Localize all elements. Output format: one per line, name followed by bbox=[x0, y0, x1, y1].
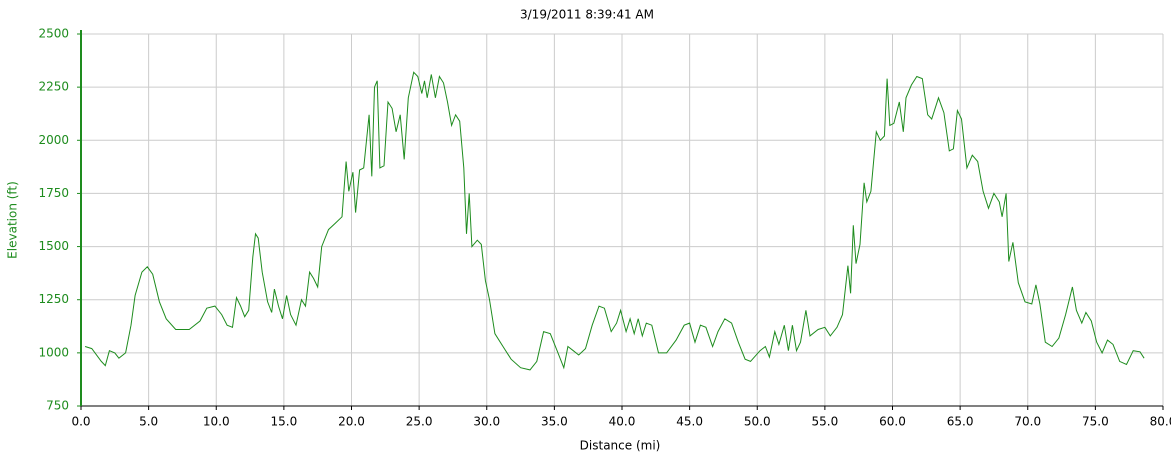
y-tick-label: 1750 bbox=[38, 186, 69, 200]
x-tick-label: 30.0 bbox=[473, 415, 500, 429]
y-axis-label: Elevation (ft) bbox=[6, 181, 20, 259]
x-tick-label: 5.0 bbox=[139, 415, 158, 429]
y-tick-label: 2250 bbox=[38, 80, 69, 94]
x-tick-label: 65.0 bbox=[947, 415, 974, 429]
x-tick-label: 80.0 bbox=[1150, 415, 1171, 429]
x-tick-label: 35.0 bbox=[541, 415, 568, 429]
x-tick-label: 20.0 bbox=[338, 415, 365, 429]
y-tick-label: 2000 bbox=[38, 133, 69, 147]
y-tick-label: 1500 bbox=[38, 239, 69, 253]
x-tick-label: 15.0 bbox=[271, 415, 298, 429]
x-tick-label: 50.0 bbox=[744, 415, 771, 429]
x-tick-label: 60.0 bbox=[879, 415, 906, 429]
x-tick-label: 75.0 bbox=[1082, 415, 1109, 429]
elevation-line bbox=[84, 71, 1145, 371]
x-axis-label: Distance (mi) bbox=[580, 439, 661, 453]
x-tick-label: 40.0 bbox=[609, 415, 636, 429]
y-tick-label: 2500 bbox=[38, 27, 69, 41]
x-tick-label: 45.0 bbox=[676, 415, 703, 429]
x-tick-label: 0.0 bbox=[71, 415, 90, 429]
x-tick-label: 55.0 bbox=[812, 415, 839, 429]
x-tick-label: 70.0 bbox=[1014, 415, 1041, 429]
chart-title: 3/19/2011 8:39:41 AM bbox=[520, 8, 654, 22]
y-tick-label: 750 bbox=[46, 399, 69, 413]
y-tick-label: 1000 bbox=[38, 345, 69, 359]
x-tick-label: 10.0 bbox=[203, 415, 230, 429]
x-tick-label: 25.0 bbox=[406, 415, 433, 429]
y-tick-label: 1250 bbox=[38, 292, 69, 306]
